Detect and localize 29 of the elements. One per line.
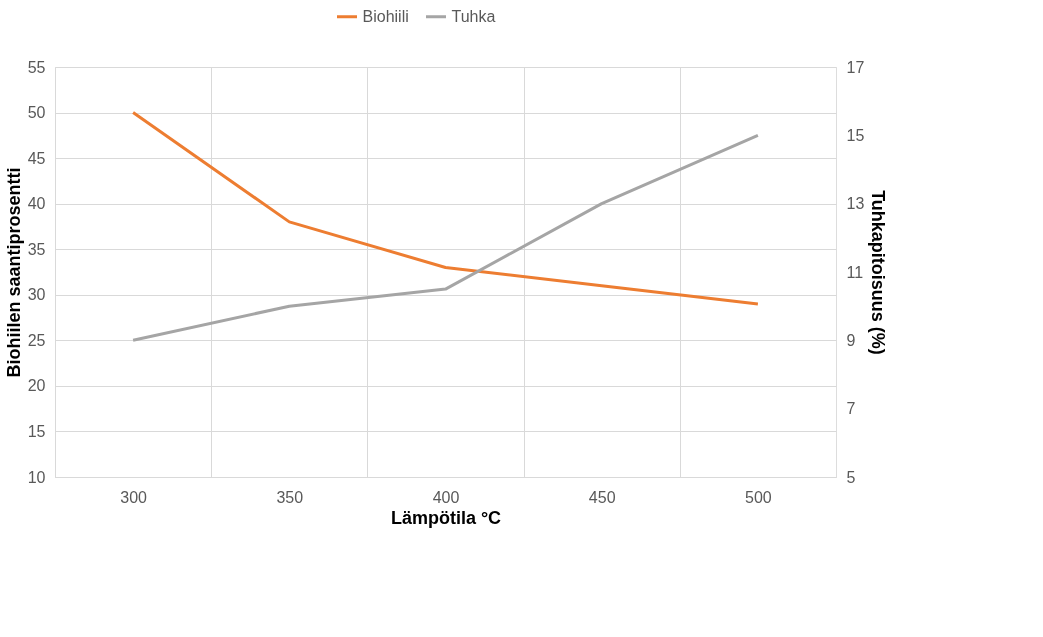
y-tick-label: 45 [27, 149, 46, 167]
x-tick-label: 450 [588, 488, 616, 506]
y-tick-label: 55 [27, 58, 46, 76]
y-tick-label: 20 [27, 377, 46, 395]
y-tick-label: 30 [27, 286, 46, 304]
y-tick-label: 15 [27, 422, 46, 440]
x-tick-label: 400 [432, 488, 460, 506]
y2-tick-label: 5 [846, 468, 856, 486]
line-series [131, 111, 760, 306]
x-axis-title: Lämpötila °C [390, 507, 502, 528]
y-axis-title: Biohiilen saantiprosentti [3, 167, 24, 378]
y-tick-label: 25 [27, 331, 46, 349]
y2-tick-label: 15 [846, 126, 865, 144]
x-tick-label: 350 [276, 488, 304, 506]
line-series [131, 133, 760, 342]
x-tick-label: 500 [745, 488, 772, 506]
legend-label: Tuhka [451, 7, 496, 25]
y2-tick-label: 17 [846, 58, 865, 76]
x-tick-label: 300 [120, 488, 148, 506]
y2-tick-label: 11 [846, 263, 864, 281]
y-tick-label: 50 [27, 104, 46, 122]
y2-tick-label: 13 [846, 195, 865, 213]
y2-tick-label: 7 [846, 400, 856, 418]
legend-label: Biohiili [362, 7, 409, 25]
y2-axis-title: Tuhkapitoisuus (%) [868, 190, 889, 355]
y-tick-label: 40 [27, 195, 46, 213]
y-tick-label: 10 [27, 468, 46, 486]
y2-tick-label: 9 [846, 331, 856, 349]
y-tick-label: 35 [27, 240, 46, 258]
